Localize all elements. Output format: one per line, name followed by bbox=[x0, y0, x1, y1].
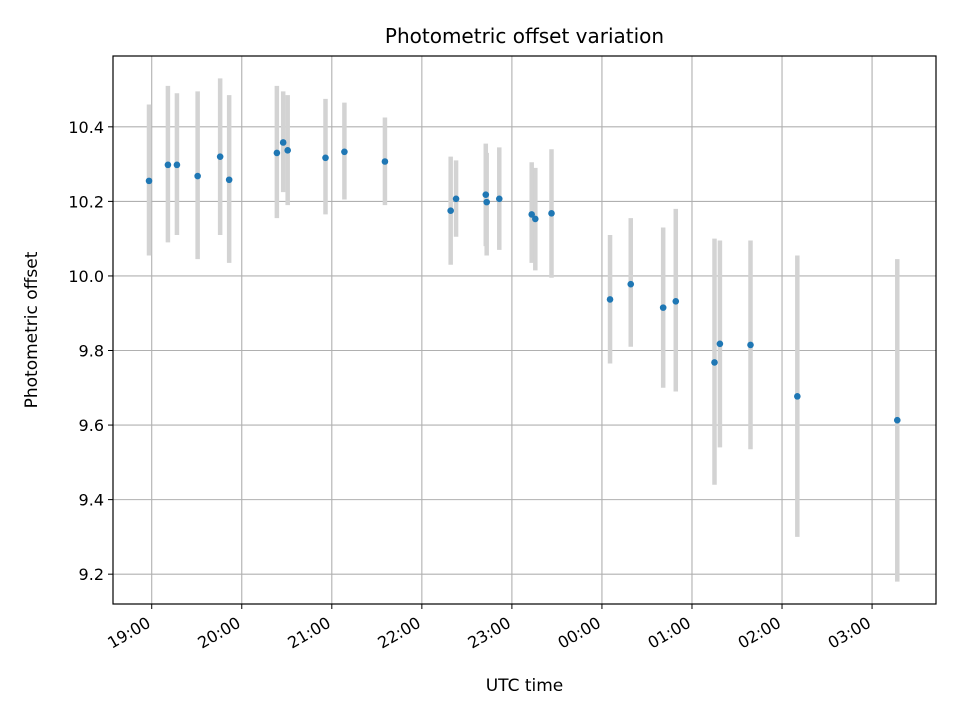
data-point bbox=[711, 359, 718, 366]
data-point bbox=[627, 280, 635, 288]
data-point bbox=[528, 211, 536, 218]
data-point bbox=[381, 158, 389, 165]
data-point bbox=[794, 393, 801, 400]
plot-frame bbox=[112, 55, 937, 605]
data-point bbox=[532, 215, 539, 223]
data-point bbox=[322, 154, 329, 162]
data-point bbox=[716, 340, 724, 348]
y-tick-label: 10.2 bbox=[68, 192, 104, 211]
y-tick-label: 9.8 bbox=[79, 342, 104, 361]
data-point bbox=[672, 297, 680, 305]
data-point bbox=[659, 304, 667, 311]
data-point bbox=[284, 147, 291, 154]
data-point bbox=[225, 176, 233, 184]
data-point bbox=[483, 198, 490, 206]
data-point bbox=[273, 149, 281, 157]
data-point bbox=[548, 210, 555, 217]
data-point bbox=[341, 148, 348, 156]
data-point bbox=[173, 161, 181, 169]
data-point bbox=[495, 195, 503, 203]
chart-title: Photometric offset variation bbox=[385, 24, 664, 48]
y-tick-label: 10.0 bbox=[68, 267, 104, 286]
data-point bbox=[447, 207, 454, 215]
data-point bbox=[194, 172, 201, 180]
data-point bbox=[279, 139, 287, 146]
data-point bbox=[893, 416, 901, 424]
y-tick-label: 10.4 bbox=[68, 118, 104, 137]
data-point bbox=[145, 177, 153, 185]
y-tick-label: 9.4 bbox=[79, 491, 104, 510]
data-point bbox=[747, 341, 754, 349]
data-point bbox=[606, 296, 614, 303]
data-point bbox=[164, 161, 172, 169]
y-tick-label: 9.6 bbox=[79, 416, 104, 435]
y-tick-label: 9.2 bbox=[79, 565, 104, 584]
y-axis-title: Photometric offset bbox=[22, 251, 42, 408]
x-axis-title: UTC time bbox=[486, 676, 564, 696]
y-axis: 9.2 9.4 9.6 9.8 10.0 10.2 10.4 bbox=[68, 118, 113, 584]
point-layer bbox=[145, 139, 901, 424]
data-point bbox=[482, 191, 490, 198]
data-point bbox=[216, 153, 224, 160]
data-point bbox=[452, 195, 460, 203]
